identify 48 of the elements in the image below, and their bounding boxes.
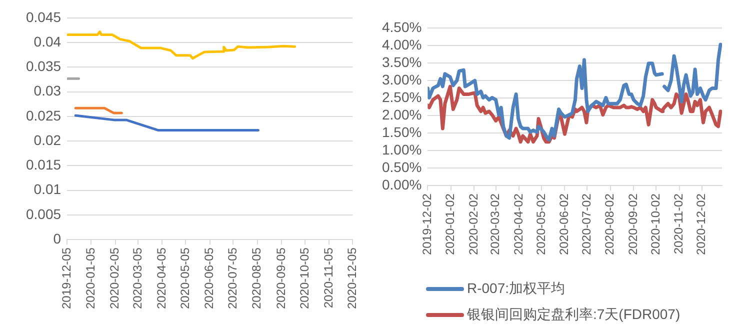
y-tick-label: 0.00% <box>382 176 422 192</box>
y-tick-label: 4.50% <box>382 18 422 35</box>
y-tick-label: 4.00% <box>382 36 422 52</box>
y-tick-label: 1.00% <box>382 141 422 158</box>
y-tick-label: 0.015 <box>26 156 62 173</box>
y-tick-label: 0.02 <box>34 132 62 148</box>
legend-label: 银银间回购定盘利率:7天(FDR007) <box>467 306 680 324</box>
y-tick-label: 0.045 <box>26 8 62 25</box>
x-tick-label: 2020-09-05 <box>274 247 288 310</box>
x-tick-label: 2020-04-02 <box>511 193 526 256</box>
x-tick-label: 2020-07-05 <box>226 247 240 310</box>
y-tick-label: 1.50% <box>382 124 422 140</box>
x-tick-label: 2020-07-02 <box>580 193 594 256</box>
x-tick-label: 2020-11-05 <box>322 247 336 308</box>
y-tick-label: 2.00% <box>382 106 422 122</box>
y-tick-label: 3.50% <box>382 54 422 70</box>
y-tick-label: 0.04 <box>34 33 62 50</box>
x-tick-label: 2020-08-05 <box>250 247 264 310</box>
x-tick-label: 2020-05-02 <box>534 193 548 256</box>
x-tick-label: 2020-05-05 <box>178 247 192 310</box>
x-tick-label: 2020-03-05 <box>130 247 144 310</box>
x-tick-label: 2020-03-02 <box>488 193 502 256</box>
x-tick-label: 2020-01-05 <box>84 247 98 310</box>
y-tick-label: 3.00% <box>382 71 422 88</box>
y-tick-label: 0.025 <box>26 107 62 124</box>
x-tick-label: 2020-12-05 <box>344 247 359 310</box>
x-tick-label: 2020-02-02 <box>466 193 480 256</box>
y-tick-label: 0.03 <box>34 82 62 99</box>
x-tick-label: 2020-04-05 <box>154 247 169 310</box>
legend-label: R-007:加权平均 <box>467 280 566 298</box>
y-tick-label: 0.50% <box>382 158 422 175</box>
x-tick-label: 2020-09-02 <box>626 193 640 256</box>
x-tick-label: 2020-11-02 <box>672 193 686 254</box>
x-tick-label: 2020-10-05 <box>297 247 312 310</box>
y-tick-label: 2.50% <box>382 88 422 105</box>
y-tick-label: 0.005 <box>26 206 62 222</box>
x-tick-label: 2020-12-02 <box>694 193 708 256</box>
x-tick-label: 2020-06-05 <box>202 247 216 310</box>
x-tick-label: 2020-06-02 <box>557 193 572 256</box>
x-tick-label: 2019-12-05 <box>59 247 74 310</box>
y-tick-label: 0.035 <box>26 58 62 74</box>
x-tick-label: 2020-08-02 <box>602 193 617 256</box>
x-tick-label: 2020-01-02 <box>443 193 458 256</box>
x-tick-label: 2019-12-02 <box>420 193 434 256</box>
y-tick-label: 0.01 <box>34 181 62 198</box>
x-tick-label: 2020-10-02 <box>648 193 662 256</box>
y-tick-label: 0 <box>53 230 62 246</box>
x-tick-label: 2020-02-05 <box>108 247 122 310</box>
